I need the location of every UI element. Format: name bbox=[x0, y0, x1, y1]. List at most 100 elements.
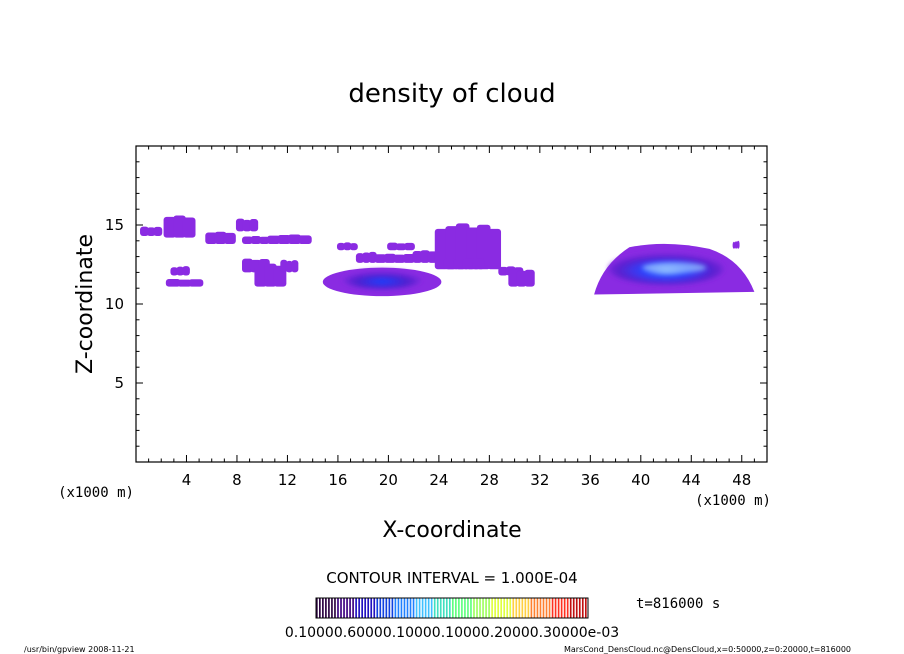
cloud-cell bbox=[445, 226, 459, 270]
colorbar-cell bbox=[473, 598, 475, 618]
cloud-cell bbox=[362, 252, 371, 263]
colorbar-cell bbox=[445, 598, 448, 618]
x-tick-label: 36 bbox=[581, 471, 600, 489]
cloud-cell bbox=[170, 267, 179, 276]
colorbar-cell bbox=[358, 598, 360, 618]
colorbar-cell bbox=[328, 598, 330, 618]
colorbar-cell bbox=[503, 598, 506, 618]
cloud-patch bbox=[280, 259, 299, 273]
cloud-cell bbox=[453, 259, 466, 270]
colorbar-cell bbox=[566, 598, 569, 618]
colorbar-cell bbox=[448, 598, 451, 618]
x-tick-label: 48 bbox=[732, 471, 751, 489]
x-unit-right: (x1000 m) bbox=[695, 493, 771, 509]
cloud-cell bbox=[182, 266, 190, 276]
cloud-cell bbox=[443, 258, 457, 270]
cloud-cell bbox=[287, 234, 302, 244]
cloud-cell bbox=[455, 223, 470, 270]
cloud-patch bbox=[205, 231, 236, 244]
colorbar-cell bbox=[584, 598, 587, 618]
x-axis-label: X-coordinate bbox=[382, 518, 521, 543]
cloud-cell bbox=[395, 243, 407, 251]
y-tick-label: 5 bbox=[114, 374, 124, 392]
chart-title: density of cloud bbox=[348, 79, 555, 109]
colorbar-cell bbox=[542, 598, 545, 618]
cloud-cell bbox=[508, 269, 519, 287]
contour-interval: CONTOUR INTERVAL = 1.000E-04 bbox=[326, 569, 577, 587]
colorbar-cell bbox=[557, 598, 560, 618]
cloud-cell bbox=[177, 279, 192, 287]
colorbar-cell bbox=[337, 598, 339, 618]
colorbar-cell bbox=[479, 598, 481, 618]
y-tick-label: 15 bbox=[105, 216, 124, 234]
cloud-cell bbox=[355, 253, 365, 263]
cloud-cell bbox=[412, 251, 423, 263]
colorbar-cell bbox=[427, 598, 430, 618]
colorbar-cell bbox=[367, 598, 370, 618]
colorbar-cell bbox=[554, 598, 557, 618]
cloud-patch bbox=[254, 263, 287, 287]
cloud-cell bbox=[387, 242, 399, 251]
colorbar-cell bbox=[394, 598, 397, 618]
cloud-patch bbox=[443, 258, 485, 270]
cloud-patch bbox=[336, 242, 358, 251]
colorbar-cell bbox=[412, 598, 415, 618]
cloud-cell bbox=[249, 219, 259, 232]
colorbar bbox=[315, 597, 589, 619]
colorbar-cell bbox=[563, 598, 566, 618]
colorbar-cell bbox=[575, 598, 578, 618]
cloud-cell bbox=[383, 253, 397, 263]
cloud-cell bbox=[153, 226, 163, 237]
cloud-patch bbox=[374, 253, 416, 263]
cloud-cell bbox=[734, 241, 738, 249]
cloud-cell bbox=[393, 254, 406, 263]
colorbar-cell bbox=[424, 598, 427, 618]
colorbar-cell bbox=[536, 598, 539, 618]
cloud-cell bbox=[524, 269, 535, 287]
cloud-cell bbox=[242, 236, 253, 244]
footer-right: MarsCond_DensCloud.nc@DensCloud,x=0:5000… bbox=[564, 645, 851, 654]
cloud-cell bbox=[476, 224, 491, 270]
cloud-cell bbox=[472, 258, 485, 270]
cloud-cell bbox=[291, 260, 299, 273]
colorbar-cell bbox=[316, 598, 318, 618]
cloud-cell bbox=[223, 232, 236, 244]
colorbar-cell bbox=[506, 598, 509, 618]
colorbar-cell bbox=[388, 598, 391, 618]
colorbar-frame bbox=[315, 597, 589, 619]
cloud-cell bbox=[182, 217, 196, 238]
colorbar-cell bbox=[331, 598, 333, 618]
colorbar-cell bbox=[524, 598, 527, 618]
cloud-cell bbox=[487, 228, 502, 270]
colorbar-cell bbox=[319, 598, 321, 618]
colorbar-cell bbox=[521, 598, 524, 618]
colorbar-cell bbox=[436, 598, 439, 618]
colorbar-cell bbox=[488, 598, 490, 618]
colorbar-cell bbox=[494, 598, 496, 618]
colorbar-cell bbox=[560, 598, 563, 618]
x-tick-label: 8 bbox=[232, 471, 242, 489]
cloud-patch bbox=[732, 240, 740, 249]
cloud-cell bbox=[235, 218, 245, 232]
colorbar-cell bbox=[352, 598, 354, 618]
colorbar-cell bbox=[470, 598, 472, 618]
colorbar-cell bbox=[491, 598, 493, 618]
colorbar-cell bbox=[467, 598, 469, 618]
colorbar-cell bbox=[364, 598, 367, 618]
colorbar-cell bbox=[421, 598, 424, 618]
cloud-patch bbox=[412, 250, 438, 263]
cloud-cell bbox=[250, 236, 262, 244]
cloud-cell bbox=[173, 215, 186, 238]
x-tick-label: 12 bbox=[278, 471, 297, 489]
cloud-patch bbox=[322, 267, 442, 297]
x-unit-left: (x1000 m) bbox=[58, 485, 134, 501]
colorbar-cell bbox=[334, 598, 336, 618]
colorbar-cell bbox=[403, 598, 406, 618]
x-tick-label: 4 bbox=[182, 471, 192, 489]
cloud-cell bbox=[188, 279, 204, 287]
x-tick-label: 44 bbox=[682, 471, 701, 489]
cloud-cell bbox=[349, 243, 358, 251]
colorbar-cell bbox=[430, 598, 433, 618]
